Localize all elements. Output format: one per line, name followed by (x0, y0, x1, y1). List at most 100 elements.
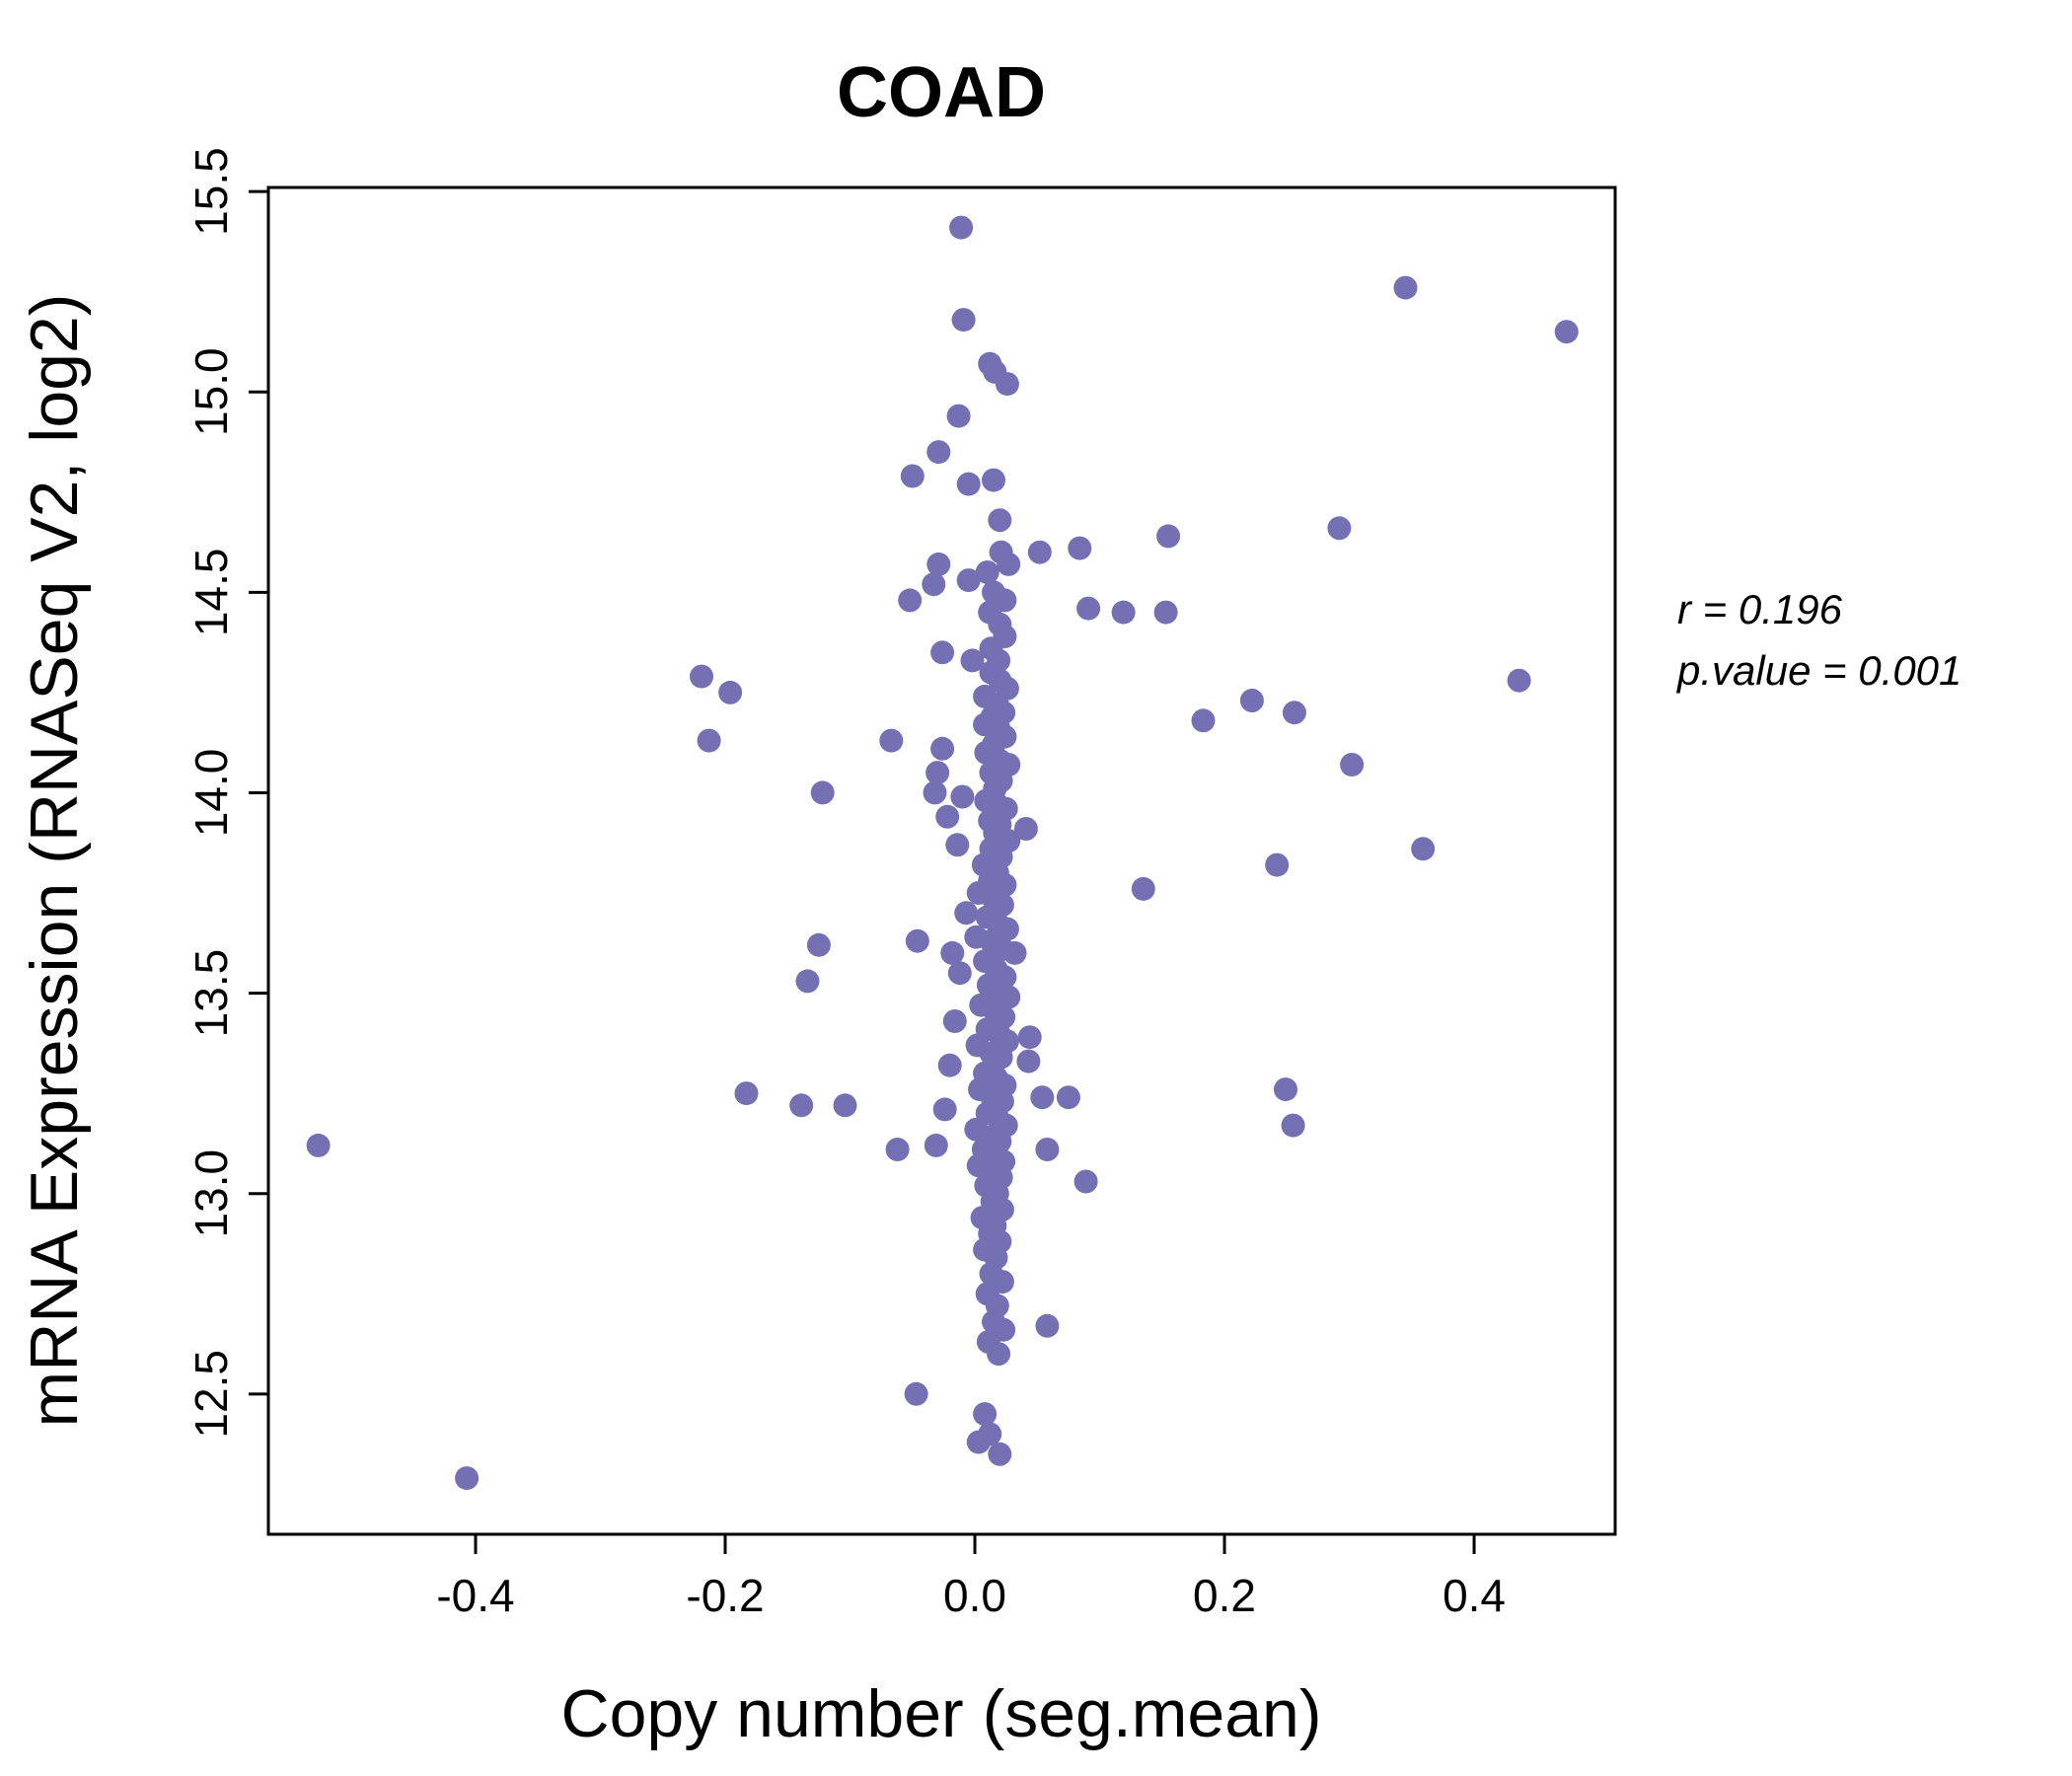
y-tick-label: 14.5 (185, 549, 237, 637)
data-point (806, 932, 831, 957)
data-point (940, 940, 965, 965)
data-point (942, 1009, 967, 1033)
data-point (966, 1430, 991, 1454)
data-point (1056, 1085, 1080, 1110)
y-tick-label: 15.5 (185, 147, 237, 236)
data-point (1153, 600, 1178, 625)
data-point (926, 552, 951, 576)
x-tick-label: 0.0 (943, 1570, 1006, 1621)
data-point (734, 1081, 759, 1106)
data-point (926, 440, 951, 465)
data-point (946, 404, 971, 428)
y-axis: 12.5 13.0 13.5 14.0 14.5 15.0 15.5 (185, 147, 268, 1439)
data-point (905, 928, 929, 953)
data-point (1340, 753, 1365, 777)
data-point (930, 736, 955, 761)
scatter-points-layer (306, 215, 1579, 1491)
x-tick-label: 0.4 (1443, 1570, 1506, 1621)
data-point (789, 1093, 814, 1118)
data-point (995, 917, 1019, 941)
data-point (954, 901, 979, 925)
data-point (947, 961, 972, 986)
data-point (988, 1442, 1012, 1466)
data-point (922, 572, 946, 597)
x-axis: -0.4 -0.2 0.0 0.2 0.4 (436, 1534, 1506, 1621)
data-point (1265, 852, 1290, 877)
data-point (997, 552, 1021, 576)
data-point (1035, 1313, 1060, 1338)
data-point (1030, 1085, 1055, 1110)
data-point (988, 508, 1012, 533)
y-axis-title: mRNA Expression (RNASeq V2, log2) (17, 294, 92, 1428)
data-point (1013, 817, 1038, 841)
x-tick-label: 0.2 (1193, 1570, 1256, 1621)
data-point (795, 969, 820, 994)
data-point (885, 1138, 910, 1161)
data-point (956, 568, 981, 593)
data-point (697, 728, 721, 753)
data-point (930, 640, 955, 665)
data-point (923, 780, 947, 805)
plot-area-border (266, 185, 1617, 1536)
data-point (898, 588, 923, 613)
data-point (956, 472, 981, 496)
data-point (1017, 1025, 1042, 1050)
data-point (1191, 708, 1216, 733)
data-point (306, 1133, 331, 1157)
data-point (975, 560, 999, 584)
data-point (924, 1133, 948, 1157)
data-point (900, 464, 925, 488)
data-point (1507, 668, 1531, 693)
data-point (904, 1381, 928, 1406)
y-tick-label: 14.0 (185, 749, 237, 838)
data-point (951, 308, 976, 333)
data-point (1035, 1138, 1060, 1161)
correlation-annotation: r = 0.196 (1677, 586, 1843, 632)
data-point (1156, 524, 1181, 549)
data-point (1111, 600, 1136, 625)
pvalue-annotation: p.value = 0.001 (1675, 647, 1961, 694)
data-point (925, 761, 950, 785)
data-point (718, 680, 743, 704)
y-tick-label: 13.0 (185, 1149, 237, 1238)
data-point (937, 1053, 962, 1077)
data-point (1281, 1113, 1305, 1138)
data-point (960, 648, 985, 673)
data-point (949, 215, 974, 240)
data-point (1131, 876, 1155, 901)
data-point (833, 1093, 857, 1118)
x-tick-label: -0.4 (436, 1570, 514, 1621)
data-point (1068, 536, 1092, 560)
data-point (455, 1466, 480, 1491)
chart-title: COAD (837, 53, 1046, 132)
data-point (973, 1402, 998, 1427)
data-point (932, 1097, 957, 1122)
data-point (1327, 516, 1352, 541)
data-point (1002, 940, 1027, 965)
x-tick-label: -0.2 (686, 1570, 764, 1621)
y-tick-label: 13.5 (185, 949, 237, 1038)
data-point (995, 372, 1019, 397)
y-tick-label: 12.5 (185, 1350, 237, 1439)
data-point (1554, 320, 1579, 344)
data-point (1239, 689, 1264, 712)
data-point (1274, 1077, 1297, 1102)
data-point (1411, 837, 1436, 861)
data-point (1393, 275, 1418, 300)
data-point (1282, 701, 1306, 725)
data-point (810, 780, 835, 805)
data-point (950, 784, 975, 809)
data-point (1076, 596, 1101, 621)
data-point (1016, 1049, 1041, 1073)
data-point (989, 1045, 1013, 1070)
data-point (1027, 540, 1052, 564)
y-tick-label: 15.0 (185, 347, 237, 436)
data-point (987, 1342, 1011, 1367)
data-point (945, 833, 970, 857)
x-axis-title: Copy number (seg.mean) (560, 1676, 1321, 1751)
data-point (1073, 1169, 1098, 1194)
data-point (935, 804, 960, 829)
data-point (879, 728, 904, 753)
